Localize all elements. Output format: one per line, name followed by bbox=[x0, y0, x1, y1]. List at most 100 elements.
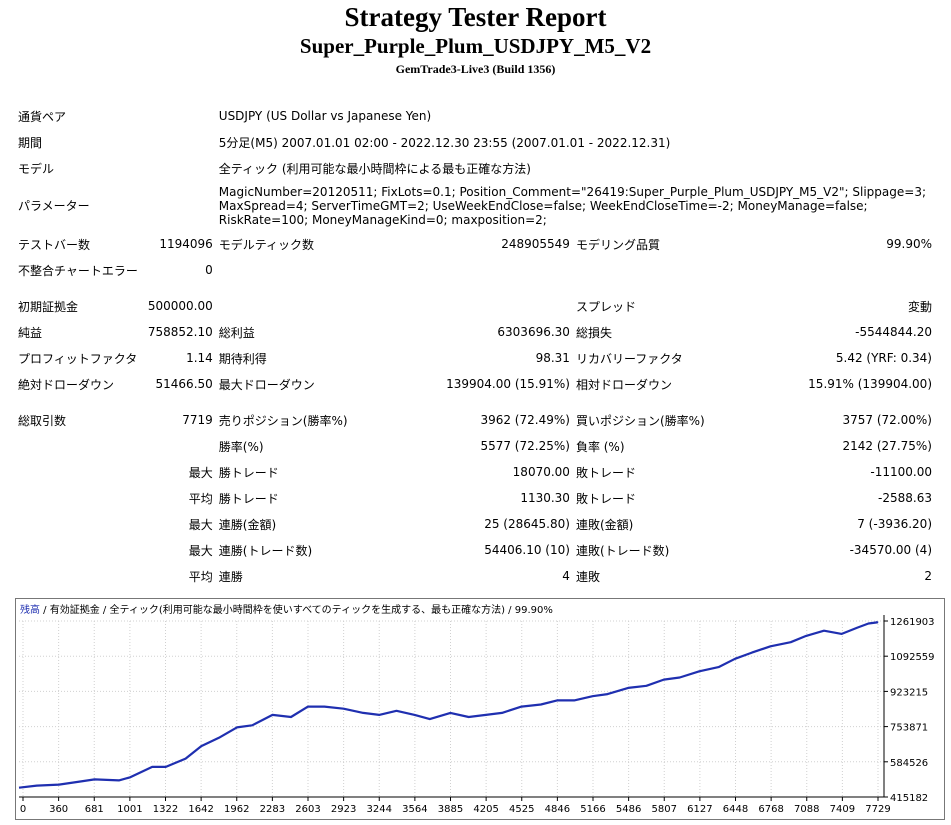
chart-legend-equity: 有効証拠金 bbox=[49, 605, 100, 616]
x-tick-label: 2603 bbox=[295, 804, 320, 815]
bars-label: テストバー数 bbox=[18, 237, 91, 252]
loss-rate-value: 2142 (27.75%) bbox=[842, 439, 932, 453]
period-value: 5分足(M5) 2007.01.01 02:00 - 2022.12.30 23… bbox=[218, 135, 671, 150]
model-label: モデル bbox=[18, 161, 55, 176]
total-trades-label: 総取引数 bbox=[18, 413, 67, 428]
x-tick-label: 7729 bbox=[865, 804, 890, 815]
short-value: 3962 (72.49%) bbox=[480, 413, 570, 427]
deposit-value: 500000.00 bbox=[147, 299, 213, 313]
x-tick-label: 4205 bbox=[473, 804, 498, 815]
win-trade-label: 勝トレード bbox=[218, 465, 279, 480]
max-loss-value: -11100.00 bbox=[870, 465, 932, 479]
deposit-row: 初期証拠金 500000.00 スプレッド 変動 bbox=[15, 293, 935, 319]
y-tick-label: 1261903 bbox=[890, 617, 935, 628]
period-label: 期間 bbox=[18, 135, 43, 150]
x-tick-label: 1962 bbox=[224, 804, 249, 815]
x-tick-label: 3885 bbox=[438, 804, 463, 815]
x-tick-label: 1642 bbox=[188, 804, 213, 815]
pair-label: 通貨ペア bbox=[18, 109, 67, 124]
winrate-row: 勝率(%) 5577 (72.25%) 負率 (%) 2142 (27.75%) bbox=[15, 433, 935, 459]
bars-value: 1194096 bbox=[159, 237, 213, 251]
max-dd-label: 最大ドローダウン bbox=[218, 377, 315, 392]
max-label-3: 最大 bbox=[188, 543, 213, 558]
cons-loss-cnt-label: 連敗(トレード数) bbox=[575, 543, 670, 558]
avg-cons-loss-label: 連敗 bbox=[575, 569, 600, 584]
x-tick-label: 3244 bbox=[367, 804, 392, 815]
max-trade-row: 最大 勝トレード 18070.00 敗トレード -11100.00 bbox=[15, 459, 935, 485]
pair-row: 通貨ペア USDJPY (US Dollar vs Japanese Yen) bbox=[15, 103, 935, 129]
loss-trade-label-2: 敗トレード bbox=[575, 491, 636, 506]
model-value: 全ティック (利用可能な最小時間枠による最も正確な方法) bbox=[218, 161, 531, 176]
bars-row: テストバー数 1194096 モデルティック数 248905549 モデリング品… bbox=[15, 231, 935, 257]
x-tick-label: 4846 bbox=[545, 804, 570, 815]
gross-profit-label: 総利益 bbox=[218, 325, 255, 340]
gross-loss-label: 総損失 bbox=[575, 325, 612, 340]
recovery-label: リカバリーファクタ bbox=[575, 351, 683, 366]
spread-value: 変動 bbox=[907, 299, 932, 314]
deposit-label: 初期証拠金 bbox=[18, 299, 79, 314]
ticks-label: モデルティック数 bbox=[218, 237, 315, 252]
rel-dd-value: 15.91% (139904.00) bbox=[808, 377, 932, 391]
balance-chart-svg: 1261903 1092559 923215 753871 584526 415182 0 3… bbox=[18, 615, 935, 815]
short-label: 売りポジション(勝率%) bbox=[218, 413, 348, 428]
ticks-value: 248905549 bbox=[501, 237, 570, 251]
cons-cnt-row: 最大 連勝(トレード数) 54406.10 (10) 連敗(トレード数) -34… bbox=[15, 537, 935, 563]
avg-cons-win-value: 4 bbox=[562, 569, 570, 583]
avg-trade-row: 平均 勝トレード 1130.30 敗トレード -2588.63 bbox=[15, 485, 935, 511]
params-value: MagicNumber=20120511; FixLots=0.1; Posit… bbox=[218, 185, 926, 227]
chart-header-sep2: / bbox=[99, 605, 110, 616]
chart-header-sep3: / bbox=[504, 605, 515, 616]
chart-header-sep1: / bbox=[40, 605, 50, 616]
win-trade-label-2: 勝トレード bbox=[218, 491, 279, 506]
pair-value: USDJPY (US Dollar vs Japanese Yen) bbox=[218, 109, 432, 123]
report-table: 通貨ペア USDJPY (US Dollar vs Japanese Yen) … bbox=[15, 103, 935, 589]
cons-loss-amt-value: 7 (-3936.20) bbox=[857, 517, 932, 531]
x-tick-label: 5807 bbox=[652, 804, 677, 815]
cons-win-amt-label: 連勝(金額) bbox=[218, 517, 277, 532]
x-tick-label: 6768 bbox=[758, 804, 783, 815]
net-label: 純益 bbox=[18, 325, 43, 340]
x-tick-label: 1001 bbox=[117, 804, 142, 815]
avg-label-2: 平均 bbox=[188, 569, 213, 584]
avg-cons-win-label: 連勝 bbox=[218, 569, 243, 584]
mismatch-row: 不整合チャートエラー 0 bbox=[15, 257, 935, 283]
x-tick-label: 2923 bbox=[331, 804, 356, 815]
y-tick-label: 1092559 bbox=[890, 652, 935, 663]
cons-win-amt-value: 25 (28645.80) bbox=[484, 517, 570, 531]
chart-quality: 99.90% bbox=[514, 605, 553, 616]
max-win-value: 18070.00 bbox=[512, 465, 570, 479]
ea-name: Super_Purple_Plum_USDJPY_M5_V2 bbox=[299, 34, 652, 58]
max-dd-value: 139904.00 (15.91%) bbox=[446, 377, 570, 391]
x-tick-label: 360 bbox=[49, 804, 68, 815]
profit-row: 純益 758852.10 総利益 6303696.30 総損失 -5544844… bbox=[15, 319, 935, 345]
trades-row: 総取引数 7719 売りポジション(勝率%) 3962 (72.49%) 買いポ… bbox=[15, 407, 935, 433]
x-tick-label: 1322 bbox=[153, 804, 178, 815]
avg-win-value: 1130.30 bbox=[520, 491, 570, 505]
chart-legend-balance: 残高 bbox=[20, 605, 40, 616]
server-build: GemTrade3-Live3 (Build 1356) bbox=[395, 62, 556, 76]
spread-label: スプレッド bbox=[575, 299, 636, 314]
factor-row: プロフィットファクタ 1.14 期待利得 98.31 リカバリーファクタ 5.4… bbox=[15, 345, 935, 371]
abs-dd-value: 51466.50 bbox=[155, 377, 213, 391]
x-tick-label: 5486 bbox=[616, 804, 641, 815]
cons-amt-row: 最大 連勝(金額) 25 (28645.80) 連敗(金額) 7 (-3936.… bbox=[15, 511, 935, 537]
x-tick-label: 0 bbox=[20, 804, 26, 815]
pf-label: プロフィットファクタ bbox=[18, 351, 138, 366]
x-tick-label: 681 bbox=[85, 804, 104, 815]
max-label-2: 最大 bbox=[188, 517, 213, 532]
period-row: 期間 5分足(M5) 2007.01.01 02:00 - 2022.12.30… bbox=[15, 129, 935, 155]
avg-loss-value: -2588.63 bbox=[878, 491, 932, 505]
y-tick-label: 415182 bbox=[890, 793, 928, 804]
cons-win-cnt-value: 54406.10 (10) bbox=[484, 543, 570, 557]
drawdown-row: 絶対ドローダウン 51466.50 最大ドローダウン 139904.00 (15… bbox=[15, 371, 935, 397]
win-rate-label: 勝率(%) bbox=[218, 439, 264, 454]
x-tick-label: 5166 bbox=[580, 804, 605, 815]
loss-trade-label: 敗トレード bbox=[575, 465, 636, 480]
expected-label: 期待利得 bbox=[218, 351, 267, 366]
max-label: 最大 bbox=[188, 465, 213, 480]
params-row: パラメーター MagicNumber=20120511; FixLots=0.1… bbox=[15, 181, 935, 231]
avg-cons-row: 平均 連勝 4 連敗 2 bbox=[15, 563, 935, 589]
total-trades-value: 7719 bbox=[182, 413, 213, 427]
balance-line bbox=[18, 620, 879, 789]
x-tick-label: 4525 bbox=[509, 804, 534, 815]
